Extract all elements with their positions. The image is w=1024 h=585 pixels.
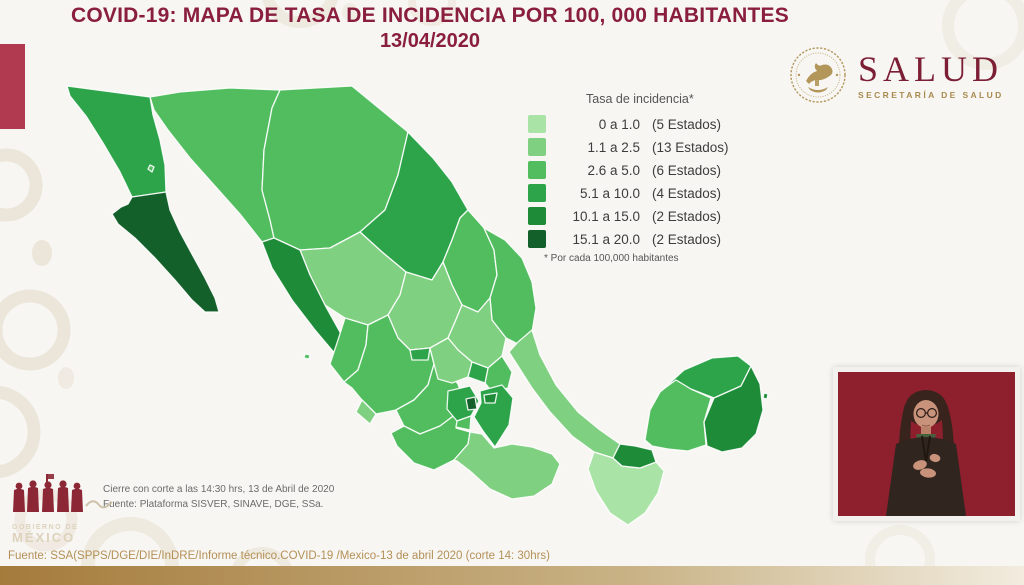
slide-title: COVID-19: MAPA DE TASA DE INCIDENCIA POR… [0,4,860,53]
state-morelos [455,415,472,431]
legend-range-label: 10.1 a 15.0 [572,208,640,224]
map-note-line-1: Cierre con corte a las 14:30 hrs, 13 de … [103,484,335,495]
state-ciudad-de-mexico [465,396,478,411]
legend-state-count: (13 Estados) [652,139,729,155]
legend-row-4: 5.1 a 10.0 (4 Estados) [528,184,738,202]
state-puebla [473,384,514,448]
salud-wordmark: SALUD [858,48,1004,89]
legend-title: Tasa de incidencia* [586,92,694,106]
legend-swatch [528,161,546,179]
legend-swatch [528,230,546,248]
legend-footnote: * Por cada 100,000 habitantes [544,253,679,264]
state-queretaro [467,361,489,384]
state-islas-marias [303,353,311,360]
state-colima [355,399,377,425]
legend-swatch [528,115,546,133]
state-oaxaca [453,431,561,500]
state-cozumel [762,392,769,400]
legend-range-label: 1.1 a 2.5 [587,139,640,155]
mexico-label: MÉXICO [12,530,76,545]
state-aguascalientes [409,347,431,361]
legend-rows: 0 a 1.0 (5 Estados) 1.1 a 2.5 (13 Estados) 2… [528,115,738,248]
legend-range-label: 5.1 a 10.0 [579,185,640,201]
legend-state-count: (4 Estados) [652,185,722,201]
legend-row-3: 2.6 a 5.0 (6 Estados) [528,161,738,179]
legend-row-5: 10.1 a 15.0 (2 Estados) [528,207,738,225]
state-campeche [644,378,712,452]
sign-language-interpreter [838,372,1015,516]
sign-language-interpreter-box [833,367,1020,521]
legend-state-count: (2 Estados) [652,231,722,247]
title-date: 13/04/2020 [379,30,481,52]
salud-logo: SALUD SECRETARÍA DE SALUD [786,36,1018,114]
footer-gold-bar [0,566,1024,585]
crimson-accent-bar [0,44,25,129]
secretaria-de-salud-label: SECRETARÍA DE SALUD [858,89,1004,100]
legend-row-6: 15.1 a 20.0 (2 Estados) [528,230,738,248]
legend-swatch [528,138,546,156]
legend-range-label: 15.1 a 20.0 [572,231,640,247]
state-baja-california-sur [111,191,220,313]
legend-state-count: (5 Estados) [652,116,722,132]
legend-swatch [528,184,546,202]
map-note-line-2: Fuente: Plataforma SISVER, SINAVE, DGE, … [103,499,324,510]
state-baja-california [66,85,167,198]
legend-swatch [528,207,546,225]
map-legend: Tasa de incidencia* 0 a 1.0 (5 Estados) 1.… [528,92,738,264]
legend-row-2: 1.1 a 2.5 (13 Estados) [528,138,738,156]
gobierno-de-mexico-logo: GOBIERNO DE MÉXICO [6,472,116,558]
footer-source-text: Fuente: SSA(SPPS/DGE/DIE/InDRE/Informe t… [8,550,551,562]
legend-range-label: 2.6 a 5.0 [587,162,640,178]
salud-logo-text: SALUD SECRETARÍA DE SALUD [858,51,1004,100]
legend-state-count: (6 Estados) [652,162,722,178]
heroes-figures-icon [13,474,113,512]
state-isla-tiburon [147,164,155,173]
legend-range-label: 0 a 1.0 [598,116,640,132]
legend-row-1: 0 a 1.0 (5 Estados) [528,115,738,133]
state-quintana-roo [703,365,764,453]
state-tlaxcala [483,392,498,404]
title-line-1: COVID-19: MAPA DE TASA DE INCIDENCIA POR… [71,4,789,27]
state-tabasco [612,443,657,469]
map-source-note: Cierre con corte a las 14:30 hrs, 13 de … [103,482,334,512]
state-veracruz [508,329,621,459]
mexican-coat-of-arms-icon [790,47,846,103]
legend-state-count: (2 Estados) [652,208,722,224]
